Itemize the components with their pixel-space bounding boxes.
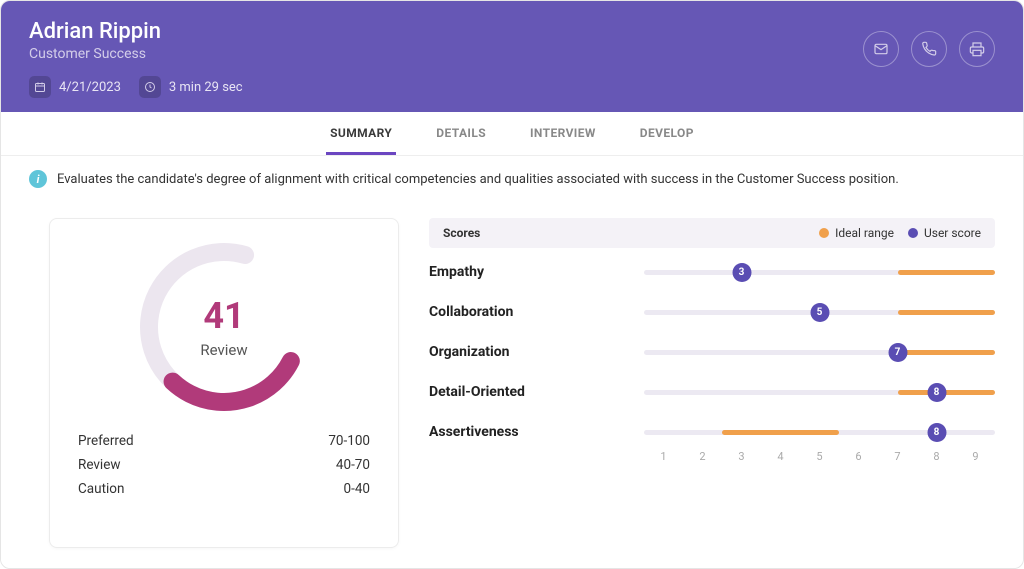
ideal-range-bar [898,270,996,275]
ideal-range-dot [819,228,829,238]
print-button[interactable] [959,31,995,67]
tab-summary[interactable]: SUMMARY [326,112,396,155]
gauge-legend-row: Review40-70 [78,453,370,477]
score-row: Collaboration 5 [429,304,995,320]
candidate-role: Customer Success [29,46,995,62]
duration-text: 3 min 29 sec [169,80,243,95]
score-label: Empathy [429,264,644,280]
tab-details[interactable]: DETAILS [432,112,490,155]
ideal-range-bar [722,430,839,435]
tab-interview[interactable]: INTERVIEW [526,112,600,155]
calendar-icon [29,76,51,98]
scores-panel: Scores Ideal range User score Empathy 3 Co… [429,218,995,548]
score-row: Detail-Oriented 8 [429,384,995,400]
mail-icon [873,41,889,57]
candidate-name: Adrian Rippin [29,19,995,44]
phone-button[interactable] [911,31,947,67]
print-icon [969,41,985,57]
score-row: Assertiveness 8 [429,424,995,440]
phone-icon [921,41,937,57]
info-text: Evaluates the candidate's degree of alig… [57,172,899,187]
email-button[interactable] [863,31,899,67]
ideal-range-bar [898,350,996,355]
duration-meta: 3 min 29 sec [139,76,243,98]
gauge-score: 41 [203,295,244,337]
user-score-marker: 7 [888,343,907,362]
user-score-label: User score [924,226,981,240]
score-axis: 123456789 [644,450,995,463]
user-score-marker: 8 [927,383,946,402]
gauge-label: Review [200,341,247,359]
score-gauge: 41 Review [134,237,314,417]
info-icon: i [29,170,47,188]
clock-icon [139,76,161,98]
score-label: Assertiveness [429,424,644,440]
score-label: Detail-Oriented [429,384,644,400]
gauge-card: 41 Review Preferred70-100Review40-70Caut… [49,218,399,548]
user-score-dot [908,228,918,238]
score-label: Organization [429,344,644,360]
ideal-range-bar [898,310,996,315]
ideal-range-bar [898,390,996,395]
header-actions [863,31,995,67]
score-row: Empathy 3 [429,264,995,280]
info-bar: i Evaluates the candidate's degree of al… [1,156,1023,202]
user-score-marker: 3 [732,263,751,282]
gauge-legend-row: Caution0-40 [78,477,370,501]
user-score-marker: 5 [810,303,829,322]
score-row: Organization 7 [429,344,995,360]
date-meta: 4/21/2023 [29,76,121,98]
scores-header: Scores Ideal range User score [429,218,995,248]
header: Adrian Rippin Customer Success 4/21/2023… [1,1,1023,112]
tab-bar: SUMMARY DETAILS INTERVIEW DEVELOP [1,112,1023,156]
score-label: Collaboration [429,304,644,320]
gauge-legend-row: Preferred70-100 [78,429,370,453]
tab-develop[interactable]: DEVELOP [636,112,698,155]
scores-title: Scores [443,226,480,240]
date-text: 4/21/2023 [59,80,121,95]
user-score-marker: 8 [927,423,946,442]
ideal-range-label: Ideal range [835,226,894,240]
